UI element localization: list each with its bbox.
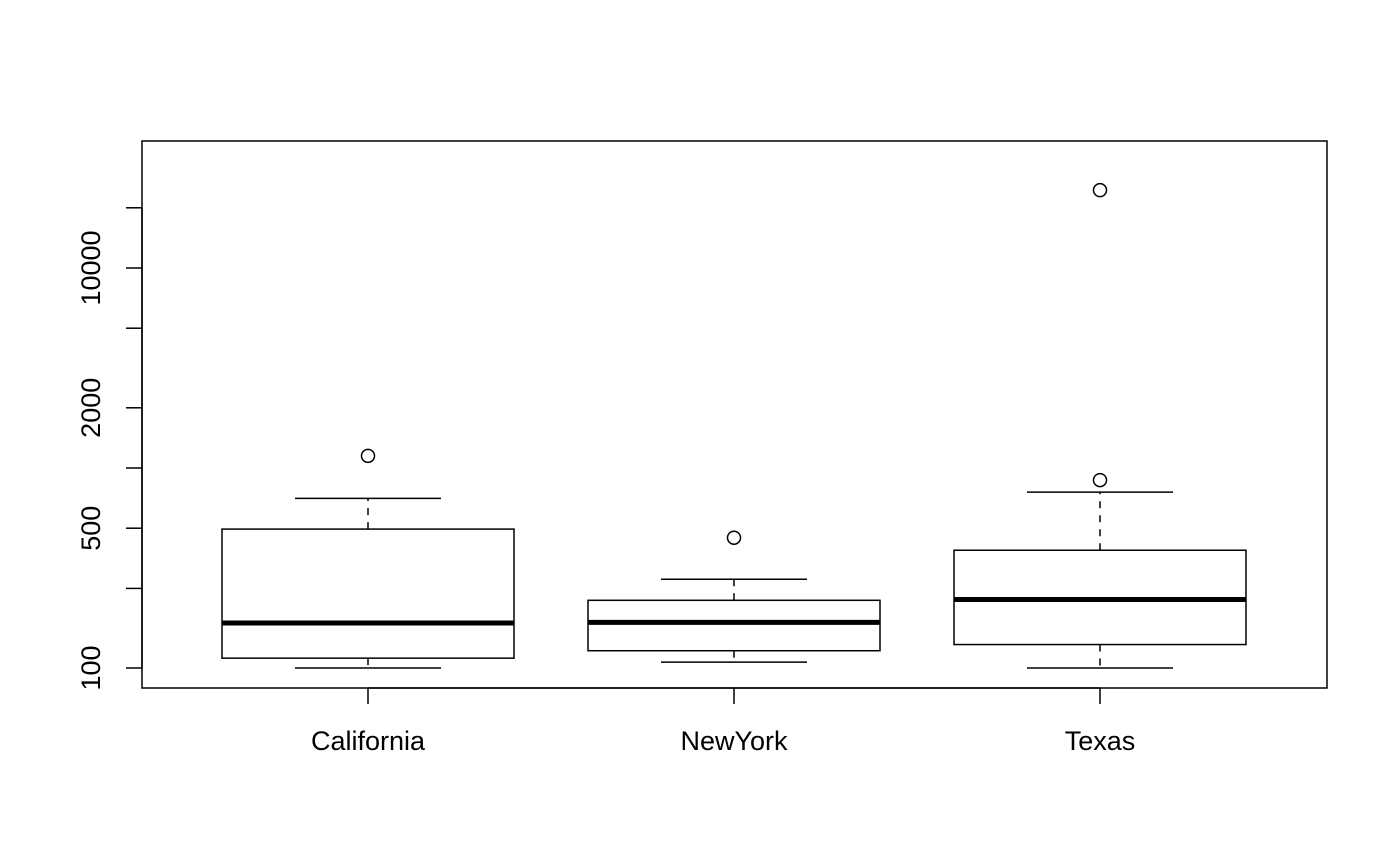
- box-california: [221, 448, 515, 669]
- y-tick-label: 10000: [76, 230, 106, 305]
- box-newyork: [587, 530, 881, 663]
- x-tick-label: NewYork: [680, 726, 788, 756]
- iqr-box: [587, 599, 881, 652]
- x-axis: California NewYork Texas: [311, 687, 1136, 756]
- outlier-point: [726, 530, 742, 545]
- outlier-point: [1092, 182, 1108, 198]
- y-axis: 100 500 2000 10000: [76, 207, 143, 691]
- y-tick-label: 500: [76, 506, 106, 551]
- box-texas: [953, 182, 1247, 669]
- outlier-point: [360, 448, 376, 464]
- x-tick-label: Texas: [1065, 726, 1136, 756]
- y-tick-label: 100: [76, 645, 106, 690]
- outlier-point: [1092, 472, 1108, 488]
- y-tick-label: 2000: [76, 378, 106, 438]
- iqr-box: [221, 528, 515, 659]
- x-tick-label: California: [311, 726, 426, 756]
- box-group: [221, 182, 1247, 669]
